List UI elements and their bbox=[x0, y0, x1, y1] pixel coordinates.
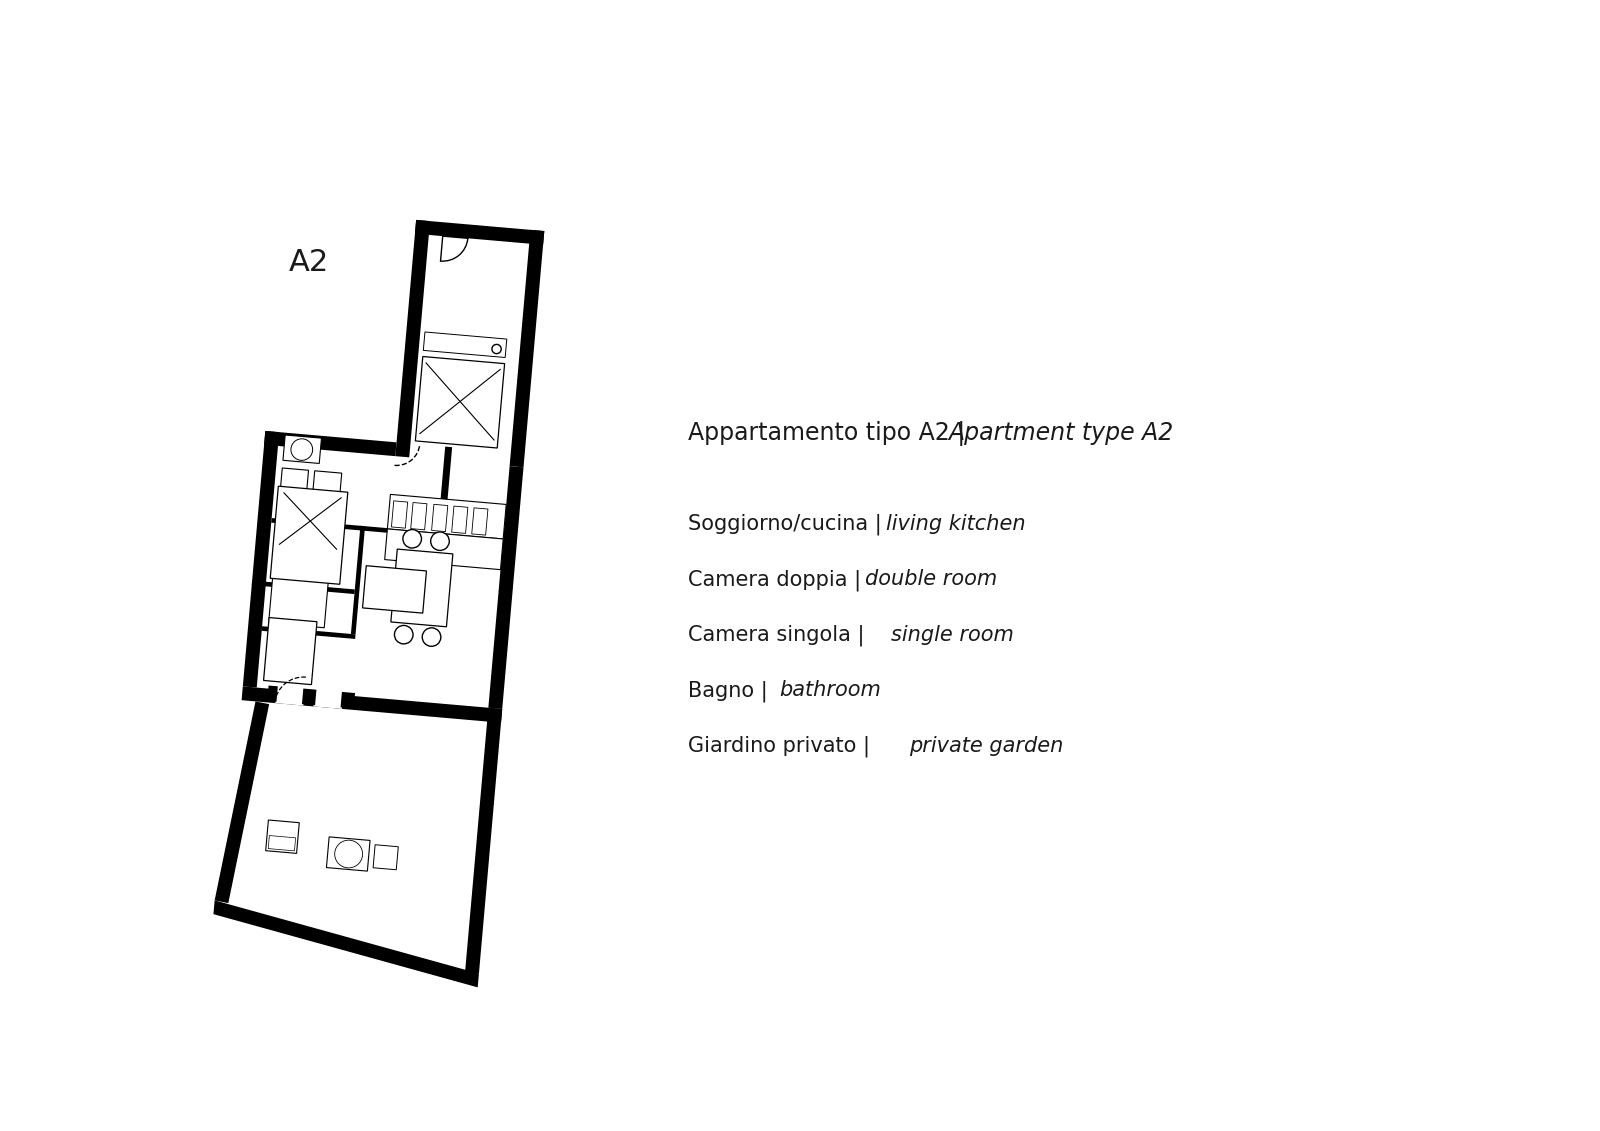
Circle shape bbox=[403, 529, 421, 549]
Text: A2: A2 bbox=[290, 248, 330, 277]
Text: living kitchen: living kitchen bbox=[886, 513, 1026, 534]
Polygon shape bbox=[314, 691, 344, 709]
Polygon shape bbox=[283, 435, 322, 464]
Polygon shape bbox=[387, 494, 506, 539]
Polygon shape bbox=[264, 431, 397, 456]
Text: Camera singola |: Camera singola | bbox=[688, 624, 872, 646]
Polygon shape bbox=[312, 470, 342, 501]
Polygon shape bbox=[302, 689, 317, 706]
Polygon shape bbox=[424, 333, 507, 357]
Polygon shape bbox=[280, 468, 309, 499]
Text: single room: single room bbox=[891, 624, 1014, 645]
Polygon shape bbox=[251, 580, 355, 594]
Polygon shape bbox=[416, 356, 504, 448]
Text: bathroom: bathroom bbox=[779, 680, 882, 700]
Polygon shape bbox=[267, 685, 278, 702]
Polygon shape bbox=[272, 518, 389, 533]
Polygon shape bbox=[451, 506, 467, 534]
Polygon shape bbox=[466, 708, 502, 974]
Text: Soggiorno/cucina |: Soggiorno/cucina | bbox=[688, 513, 888, 535]
Polygon shape bbox=[262, 627, 355, 639]
Text: private garden: private garden bbox=[909, 735, 1064, 756]
Polygon shape bbox=[264, 618, 317, 684]
Text: double room: double room bbox=[866, 569, 997, 589]
Polygon shape bbox=[414, 219, 544, 244]
Polygon shape bbox=[269, 504, 334, 628]
Polygon shape bbox=[214, 701, 269, 904]
Text: Giardino privato |: Giardino privato | bbox=[688, 735, 877, 757]
Polygon shape bbox=[432, 504, 448, 532]
Polygon shape bbox=[411, 502, 427, 529]
Circle shape bbox=[422, 628, 442, 646]
Circle shape bbox=[491, 345, 501, 354]
Polygon shape bbox=[437, 447, 453, 537]
Polygon shape bbox=[488, 466, 523, 709]
Circle shape bbox=[291, 439, 312, 460]
Polygon shape bbox=[510, 230, 544, 467]
Polygon shape bbox=[392, 501, 408, 528]
Polygon shape bbox=[350, 526, 365, 634]
Polygon shape bbox=[390, 549, 453, 627]
Polygon shape bbox=[243, 431, 280, 688]
Polygon shape bbox=[242, 687, 502, 723]
Circle shape bbox=[334, 840, 363, 867]
Polygon shape bbox=[213, 900, 478, 987]
Text: Bagno |: Bagno | bbox=[688, 680, 774, 701]
Polygon shape bbox=[270, 486, 347, 585]
Polygon shape bbox=[266, 820, 299, 854]
Polygon shape bbox=[373, 845, 398, 870]
Polygon shape bbox=[269, 836, 296, 851]
Polygon shape bbox=[472, 508, 488, 535]
Circle shape bbox=[430, 532, 450, 551]
Polygon shape bbox=[395, 219, 430, 457]
Polygon shape bbox=[275, 688, 304, 706]
Circle shape bbox=[395, 625, 413, 644]
Polygon shape bbox=[384, 529, 502, 570]
Text: Appartamento tipo A2 |: Appartamento tipo A2 | bbox=[688, 422, 973, 447]
Polygon shape bbox=[363, 566, 427, 613]
Polygon shape bbox=[326, 837, 370, 871]
Polygon shape bbox=[341, 692, 355, 708]
Text: Apartment type A2: Apartment type A2 bbox=[947, 422, 1173, 446]
Text: Camera doppia |: Camera doppia | bbox=[688, 569, 867, 590]
